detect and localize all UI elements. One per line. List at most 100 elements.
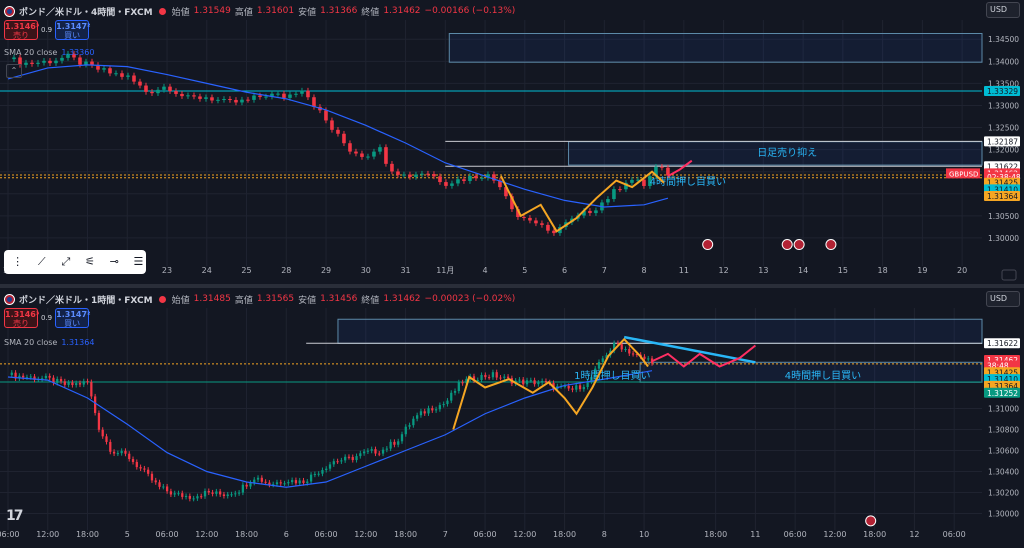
buy-label: 買い: [64, 31, 81, 40]
candle-body: [419, 411, 423, 416]
high-label: 高値: [234, 7, 253, 18]
sma-indicator-legend[interactable]: SMA 20 close 1.31364: [4, 338, 94, 347]
candle-body: [541, 381, 544, 383]
horizontal-ray-icon[interactable]: ⊸: [109, 255, 119, 268]
chart-pane-4h[interactable]: 1.34500 1.34000 1.33500 1.33000 1.32500 1.320…: [0, 0, 1024, 284]
x-tick-label: 06:00: [315, 530, 338, 539]
candle-body: [204, 97, 208, 99]
candle-body: [354, 151, 358, 154]
sell-button[interactable]: 1.3146³ 売り: [4, 308, 39, 328]
candle-body: [534, 220, 538, 224]
y-tick-label: 1.30800: [988, 426, 1019, 435]
x-tick-label: 6: [284, 530, 289, 539]
candle-body: [605, 355, 608, 359]
candle-body: [112, 451, 116, 454]
buy-button[interactable]: 1.3147² 買い: [55, 308, 91, 328]
price-label: 1.31425: [987, 368, 1018, 377]
candle-body: [282, 93, 286, 98]
buy-button[interactable]: 1.3147² 買い: [55, 20, 91, 40]
ray-icon[interactable]: ⤢: [61, 255, 71, 268]
pane-divider[interactable]: [0, 284, 1024, 288]
symbol-title[interactable]: ポンド／米ドル・1時間・FXCM: [19, 295, 153, 306]
candle-body: [404, 426, 407, 435]
candle-body: [210, 97, 214, 101]
candle-body: [256, 477, 260, 480]
price-label-bg: [984, 338, 1020, 349]
candle-body: [268, 482, 271, 485]
candle-body: [241, 484, 245, 493]
candle-body: [40, 378, 44, 380]
candle-body: [450, 392, 453, 401]
parallel-channel-icon[interactable]: ☰: [133, 255, 144, 268]
candle-body: [582, 387, 585, 390]
currency-selector[interactable]: USD: [986, 291, 1020, 307]
candle-body: [480, 374, 483, 381]
chart-header-4h: ポンド／米ドル・4時間・FXCM 始値 1.31549 高値 1.31601 安…: [4, 4, 515, 18]
candle-body: [294, 93, 298, 95]
candle-body: [601, 358, 604, 362]
currency-selector[interactable]: USD: [986, 2, 1020, 18]
x-tick-label: 18:00: [394, 530, 417, 539]
price-label-bg: [984, 136, 1020, 147]
candle-body: [173, 493, 176, 495]
tradingview-logo[interactable]: 17: [6, 508, 24, 524]
gbpusd-flag-icon: [4, 293, 15, 305]
sell-button[interactable]: 1.3146³ 売り: [4, 20, 39, 40]
y-tick-label: 1.30200: [988, 489, 1019, 498]
candle-body: [177, 493, 180, 495]
symbol-title[interactable]: ポンド／米ドル・4時間・FXCM: [19, 7, 153, 18]
drag-handle-icon[interactable]: ⋮: [12, 255, 24, 268]
candle-body: [252, 95, 256, 100]
candle-body: [245, 484, 248, 487]
candle-body: [156, 89, 160, 94]
candle-body: [498, 180, 502, 188]
chart-canvas-4h[interactable]: 1.34500 1.34000 1.33500 1.33000 1.32500 1.320…: [0, 0, 1024, 284]
candle-body: [102, 68, 106, 70]
candle-body: [306, 90, 310, 98]
candle-body: [462, 179, 466, 182]
price-label: 1.31622: [987, 339, 1018, 348]
sma-indicator-legend[interactable]: SMA 20 close 1.33360: [4, 48, 94, 57]
candle-body: [165, 486, 169, 492]
trend-line-icon[interactable]: ⟋: [37, 255, 46, 268]
candle-body: [438, 176, 442, 183]
candle-body: [468, 175, 472, 182]
market-status-icon: [158, 7, 166, 15]
candle-body: [624, 182, 628, 190]
candle-body: [510, 196, 514, 210]
economic-event-icon: [865, 515, 877, 527]
candle-body: [10, 372, 13, 375]
y-tick-label: 1.30000: [988, 510, 1019, 519]
candle-body: [476, 380, 479, 382]
y-tick-label: 1.31000: [988, 405, 1019, 414]
price-label-bg: [984, 387, 1020, 398]
candle-body: [420, 173, 424, 175]
price-label: 1.31364: [987, 192, 1018, 201]
chart-canvas-1h[interactable]: 1.31000 1.30800 1.30600 1.30400 1.30200 1.300…: [0, 288, 1024, 548]
candle-body: [78, 383, 82, 385]
candle-body: [616, 343, 620, 345]
y-tick-label: 1.33000: [988, 101, 1019, 110]
collapse-legend-button[interactable]: ⌃: [6, 64, 22, 78]
candle-body: [578, 385, 582, 390]
chart-pane-1h[interactable]: 1.31000 1.30800 1.30600 1.30400 1.30200 1.300…: [0, 288, 1024, 548]
candle-body: [636, 179, 640, 181]
price-label: 1.32187: [987, 137, 1018, 146]
candle-body: [624, 349, 627, 351]
candle-body: [487, 377, 491, 379]
candle-body: [378, 453, 381, 455]
price-label: 1.31410: [987, 185, 1018, 194]
x-tick-label: 18:00: [76, 530, 99, 539]
candle-body: [643, 356, 646, 359]
sma-line: [7, 64, 669, 208]
candle-body: [203, 491, 207, 497]
candle-body: [139, 467, 142, 469]
x-tick-label: 28: [281, 266, 291, 275]
candle-body: [48, 60, 52, 64]
candle-body: [408, 425, 411, 427]
fib-icon[interactable]: ⚟: [85, 255, 96, 268]
candle-body: [54, 60, 58, 64]
candle-body: [71, 382, 74, 386]
x-tick-label: 5: [125, 530, 130, 539]
candle-body: [196, 496, 199, 499]
